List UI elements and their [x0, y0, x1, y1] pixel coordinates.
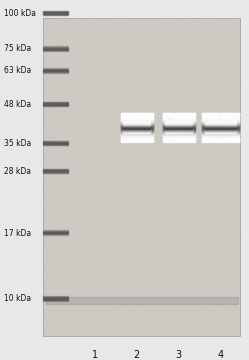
Text: 63 kDa: 63 kDa: [4, 66, 31, 75]
Text: 4: 4: [217, 350, 224, 360]
Text: 17 kDa: 17 kDa: [4, 229, 31, 238]
Text: 100 kDa: 100 kDa: [4, 9, 36, 18]
Text: 3: 3: [176, 350, 182, 360]
Text: 28 kDa: 28 kDa: [4, 167, 31, 176]
Text: 2: 2: [134, 350, 140, 360]
Text: 10 kDa: 10 kDa: [4, 294, 31, 303]
Text: 75 kDa: 75 kDa: [4, 44, 31, 53]
Text: 48 kDa: 48 kDa: [4, 100, 31, 109]
Text: 1: 1: [92, 350, 98, 360]
FancyBboxPatch shape: [43, 18, 240, 336]
Text: 35 kDa: 35 kDa: [4, 139, 31, 148]
